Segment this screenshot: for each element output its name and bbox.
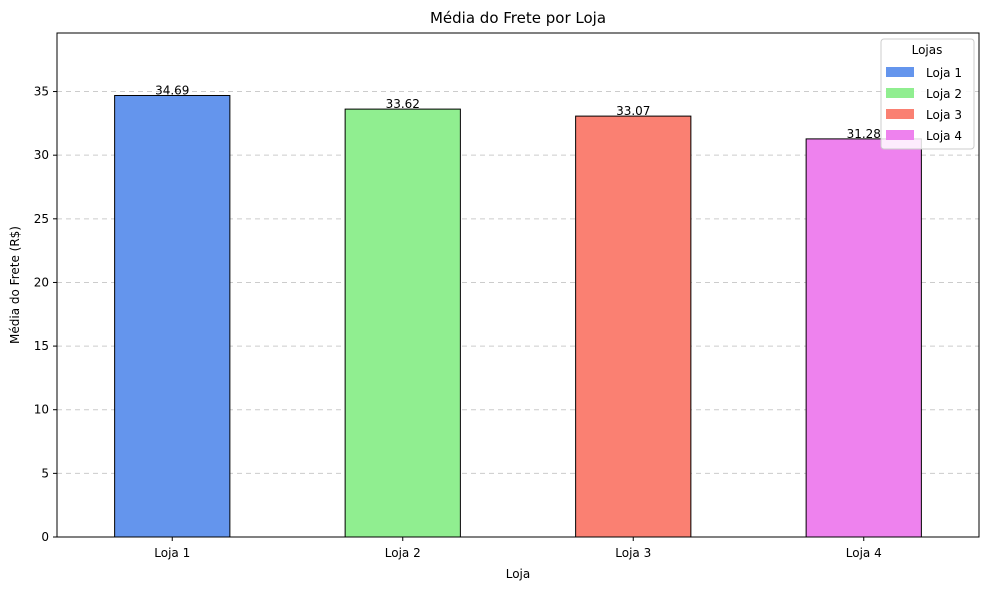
legend-swatch bbox=[886, 130, 914, 140]
legend-swatch bbox=[886, 109, 914, 119]
bars bbox=[114, 94, 922, 538]
data-labels: 34.69 33.62 33.07 31.28 bbox=[155, 83, 881, 140]
chart-title: Média do Frete por Loja bbox=[430, 9, 606, 27]
data-label: 31.28 bbox=[847, 127, 881, 141]
legend-swatch bbox=[886, 67, 914, 77]
legend-entries: Loja 1 Loja 2 Loja 3 Loja 4 bbox=[886, 66, 962, 143]
legend-label: Loja 3 bbox=[926, 108, 962, 122]
x-tick-label: Loja 3 bbox=[615, 546, 651, 560]
x-tick-label: Loja 1 bbox=[154, 546, 190, 560]
plot-frame bbox=[56, 32, 980, 538]
y-tick-label: 0 bbox=[41, 530, 49, 544]
y-tick-label: 5 bbox=[41, 466, 49, 480]
y-tick-label: 10 bbox=[34, 403, 49, 417]
legend-label: Loja 2 bbox=[926, 87, 962, 101]
bar bbox=[344, 108, 461, 538]
y-tick-label: 35 bbox=[34, 85, 49, 99]
legend-swatch bbox=[886, 88, 914, 98]
y-axis-label: Média do Frete (R$) bbox=[8, 226, 22, 344]
bar bbox=[805, 138, 922, 538]
y-axis-ticks: 0 5 10 15 20 25 30 35 bbox=[34, 85, 57, 544]
y-tick-label: 25 bbox=[34, 212, 49, 226]
y-tick-label: 15 bbox=[34, 339, 49, 353]
y-tick-label: 30 bbox=[34, 148, 49, 162]
x-axis-label: Loja bbox=[506, 567, 531, 581]
bar bbox=[575, 115, 692, 538]
y-tick-label: 20 bbox=[34, 275, 49, 289]
legend-title: Lojas bbox=[912, 43, 943, 57]
legend-label: Loja 1 bbox=[926, 66, 962, 80]
data-label: 33.62 bbox=[386, 97, 420, 111]
legend: Lojas Loja 1 Loja 2 Loja 3 Loja 4 bbox=[880, 38, 975, 150]
x-axis-ticks: Loja 1 Loja 2 Loja 3 Loja 4 bbox=[154, 537, 882, 560]
bar bbox=[114, 94, 231, 538]
data-label: 34.69 bbox=[155, 83, 189, 97]
data-label: 33.07 bbox=[616, 104, 650, 118]
x-tick-label: Loja 4 bbox=[846, 546, 882, 560]
x-tick-label: Loja 2 bbox=[385, 546, 421, 560]
legend-box bbox=[880, 38, 975, 150]
legend-label: Loja 4 bbox=[926, 129, 962, 143]
